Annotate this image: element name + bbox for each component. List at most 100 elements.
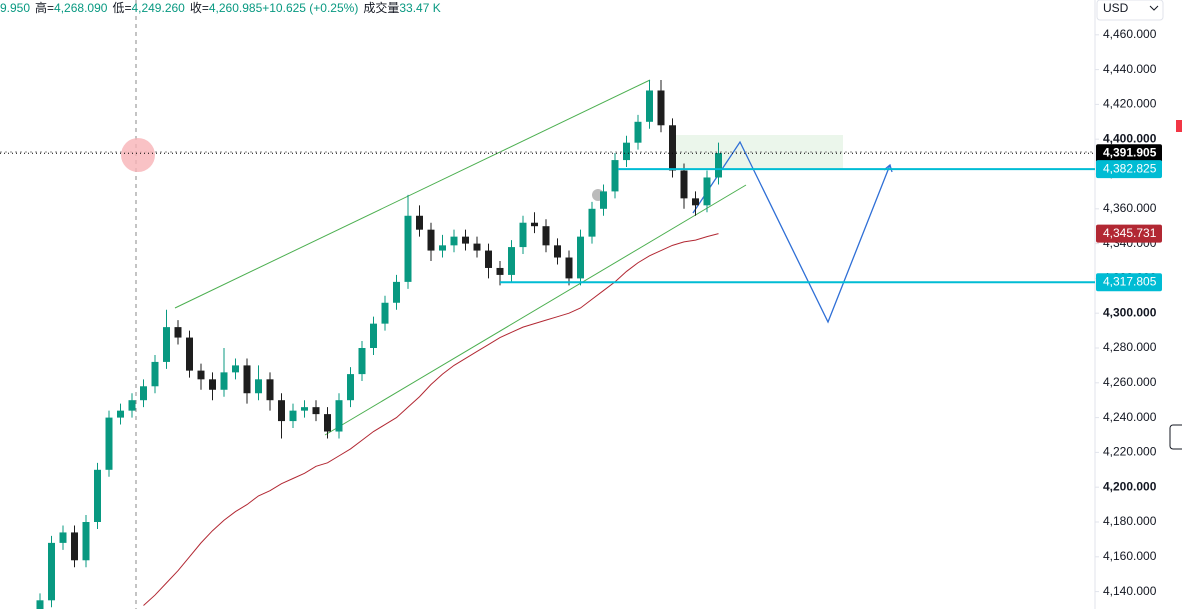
candle-body [508,247,515,275]
candle-body [278,400,285,422]
candle-body [301,407,308,411]
y-tick-label: 4,200.000 [1103,479,1157,493]
candle-body [232,365,239,373]
ohlc-header: 9.950 高=4,268.090 低=4,249.260 收=4,260.985+1… [0,0,441,15]
candle-body [519,222,527,248]
candle-body [335,400,343,432]
candle-body [577,236,584,279]
candle-body [416,215,423,230]
candle-body [140,386,147,401]
candle-body [565,257,573,279]
channel-upper [174,79,651,309]
candle-body [82,522,90,561]
alert-flag [1176,120,1182,132]
candle-body [117,410,124,418]
header-item: 9.950 [0,1,30,15]
candle-body [634,121,642,143]
candle-body [715,153,722,178]
y-tick-label: 4,420.000 [1103,97,1157,111]
price-label-box [1096,273,1162,292]
candle-body [600,191,607,209]
candle-body [657,90,665,126]
candle-body [554,245,561,258]
candle-body [462,236,469,244]
projection-path [692,140,891,324]
candle-body [324,414,331,432]
candle-body [312,407,320,415]
candle-body [220,372,228,390]
candle-body [381,302,389,324]
header-item: 4,260.985 [209,1,263,15]
candle-body [669,125,676,171]
candle-body [427,229,435,251]
candle-body [370,323,377,348]
candle-body [174,327,182,338]
candle-body [186,337,193,371]
candle-body [531,222,538,227]
candle-body [680,170,688,199]
header-item: 成交量 [363,0,399,15]
y-tick-label: 4,140.000 [1103,584,1157,598]
header-item: 低= [112,1,131,15]
price-label: 4,345.731 [1103,226,1157,240]
y-tick-label: 4,400.000 [1103,131,1157,145]
price-label: 4,391.905 [1103,145,1157,159]
price-label-box [1096,224,1162,243]
candle-body [542,226,550,246]
candle-body [209,379,216,390]
candle-body [393,281,400,303]
candle-body [197,370,205,380]
moving-average [143,233,719,606]
header-item: +10.625 (+0.25%) [262,1,358,15]
candle-body [266,379,274,401]
y-tick-label: 4,460.000 [1103,27,1157,41]
scroll-handle[interactable] [1169,424,1182,450]
candle-body [588,208,596,237]
header-item: 33.47 K [399,1,440,15]
header-item: 收= [190,1,209,15]
dropdown-caret [1149,5,1159,11]
y-tick-label: 4,440.000 [1103,62,1157,76]
candle-body [71,532,78,561]
candle-body [243,365,251,394]
candle-body [163,327,170,362]
price-label: 4,317.805 [1103,274,1157,288]
candle-body [347,374,354,401]
header-item: 高= [35,0,54,15]
plot [36,80,722,614]
candle-body [59,532,67,543]
y-tick-label: 4,240.000 [1103,410,1157,424]
currency: USD [1103,1,1129,15]
y-tick-label: 4,280.000 [1103,340,1157,354]
y-tick-label: 4,260.000 [1103,375,1157,389]
candle-body [692,198,699,206]
candle-body [48,542,55,601]
price-label: 4,382.825 [1103,161,1157,175]
candle-body [646,90,653,122]
y-tick-label: 4,360.000 [1103,201,1157,215]
y-tick-label: 4,220.000 [1103,445,1157,459]
candle-body [36,600,44,613]
candle-body [703,177,711,206]
y-tick-label: 4,300.000 [1103,305,1157,319]
candle-body [450,236,458,246]
currency-select[interactable] [1096,0,1164,21]
candle-body [473,243,481,251]
candle-body [404,215,412,282]
candle-body [485,250,492,268]
candle-body [496,267,504,275]
candle-body [151,361,159,387]
candle-body [439,245,446,251]
candle-body [611,160,619,192]
candle-body [128,400,136,411]
y-tick-label: 4,160.000 [1103,549,1157,563]
price-label-box [1096,160,1162,179]
candle-body [105,417,113,470]
candle-body [358,348,366,375]
price-label-box [1096,144,1162,163]
candle-body [255,379,262,394]
header-item: 4,268.090 [54,1,108,15]
y-tick-label: 4,180.000 [1103,514,1157,528]
